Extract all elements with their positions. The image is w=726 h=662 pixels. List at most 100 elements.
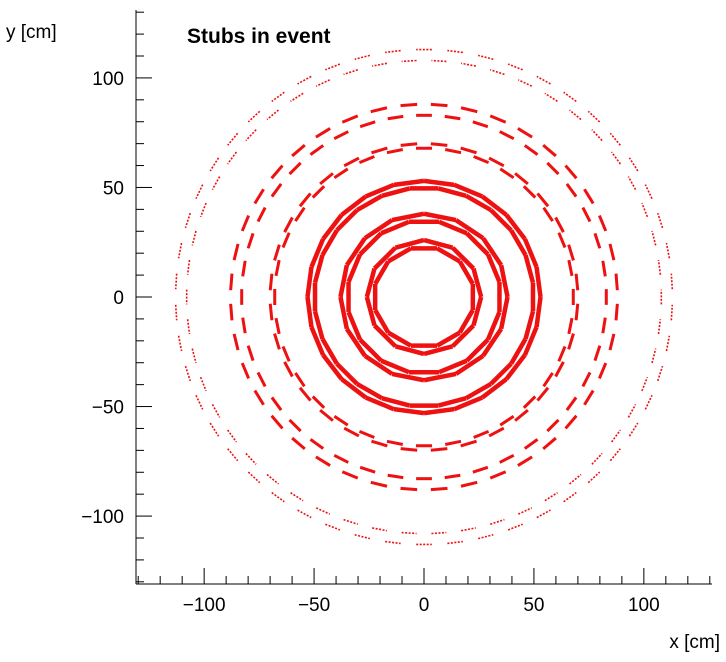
stub-segment	[574, 303, 580, 321]
stub-segment	[315, 79, 331, 87]
stub-segment	[431, 59, 447, 63]
stub-segment	[641, 202, 649, 218]
stub-segment	[270, 182, 283, 198]
stub-segment	[393, 406, 425, 416]
stub-segment	[477, 54, 494, 61]
stub-segment	[211, 404, 221, 418]
stub-segment	[477, 533, 494, 540]
stub-segment	[489, 114, 507, 124]
stub-segment	[460, 146, 477, 155]
stub-segment	[489, 362, 513, 386]
stub-segment	[273, 333, 281, 350]
stub-segment	[454, 218, 485, 241]
stub-segment	[569, 109, 582, 121]
stub-segment	[195, 184, 204, 200]
stub-segment	[256, 371, 267, 388]
stub-segment	[460, 527, 476, 532]
stub-segment	[177, 335, 183, 352]
stub-segment	[542, 372, 554, 388]
stub-segment	[315, 455, 331, 467]
stub-segment	[423, 406, 455, 416]
stub-segment	[387, 246, 413, 264]
stub-segment	[499, 453, 515, 464]
stub-segment	[288, 418, 302, 433]
stub-segment	[601, 260, 607, 277]
stub-segment	[593, 232, 602, 249]
stub-segment	[387, 114, 404, 121]
y-axis-title: y [cm]	[6, 22, 57, 43]
stub-segment	[536, 386, 550, 402]
stub-segment	[489, 69, 505, 76]
stub-segment	[246, 232, 255, 249]
stub-segment	[450, 323, 476, 348]
stub-segment	[567, 333, 575, 350]
stub-segment	[372, 62, 388, 67]
stub-segment	[358, 155, 375, 165]
stub-segment	[471, 296, 484, 327]
stub-segment	[460, 480, 478, 488]
stub-segment	[628, 157, 639, 172]
stub-segment	[344, 236, 367, 267]
stub-segment	[400, 102, 418, 108]
stub-segment	[240, 362, 251, 379]
stub-segment	[544, 492, 558, 502]
ring-88-cm	[229, 102, 619, 492]
stub-segment	[380, 219, 410, 236]
stub-segment	[651, 230, 657, 246]
stub-segment	[309, 438, 325, 450]
stub-segment	[522, 238, 539, 268]
y-tick-label: 0	[113, 288, 124, 309]
stub-segment	[523, 144, 539, 156]
stub-segment	[266, 109, 279, 121]
stub-segment	[227, 132, 239, 146]
stub-segment	[321, 213, 344, 241]
stub-segment	[364, 296, 377, 327]
stub-segment	[438, 358, 468, 375]
stub-segment	[312, 254, 325, 284]
stub-segment	[514, 172, 529, 186]
stub-segment	[567, 259, 574, 277]
stub-segment	[174, 273, 178, 290]
stub-segment	[199, 376, 207, 392]
stub-segment	[229, 273, 234, 291]
stub-segment	[385, 540, 401, 545]
stub-segment	[564, 164, 578, 180]
stub-segment	[670, 273, 674, 290]
stub-segment	[430, 447, 448, 452]
stub-segment	[325, 63, 341, 71]
plot-area	[174, 48, 674, 546]
stub-segment	[394, 344, 425, 357]
stub-segment	[401, 531, 417, 535]
stub-segment	[309, 144, 325, 156]
stub-segment	[536, 509, 551, 519]
stub-segment	[320, 337, 339, 365]
stub-segment	[253, 389, 265, 406]
stub-segment	[609, 448, 621, 462]
stub-segment	[346, 311, 363, 341]
stub-segment	[517, 455, 533, 467]
stub-segment	[567, 244, 575, 261]
stub-segment	[464, 381, 493, 401]
stub-segment	[601, 317, 607, 334]
stub-segment	[340, 377, 368, 400]
stub-segment	[591, 129, 603, 142]
stub-segment	[270, 396, 283, 412]
stub-segment	[544, 92, 558, 102]
stub-segment	[241, 317, 247, 334]
stub-segment	[355, 193, 384, 213]
stub-segment	[321, 353, 344, 381]
stub-segment	[381, 396, 411, 408]
stub-segment	[191, 230, 197, 246]
stub-segment	[460, 106, 478, 114]
stub-segment	[423, 371, 457, 383]
stub-segment	[453, 182, 484, 199]
stub-segment	[335, 208, 359, 232]
stub-segment	[423, 237, 454, 250]
stub-segment	[563, 91, 577, 103]
stub-segment	[343, 69, 359, 76]
stub-segment	[380, 358, 410, 375]
stub-segment	[291, 143, 306, 158]
stub-segment	[211, 176, 221, 190]
stub-segment	[294, 206, 306, 222]
stub-segment	[536, 192, 550, 208]
